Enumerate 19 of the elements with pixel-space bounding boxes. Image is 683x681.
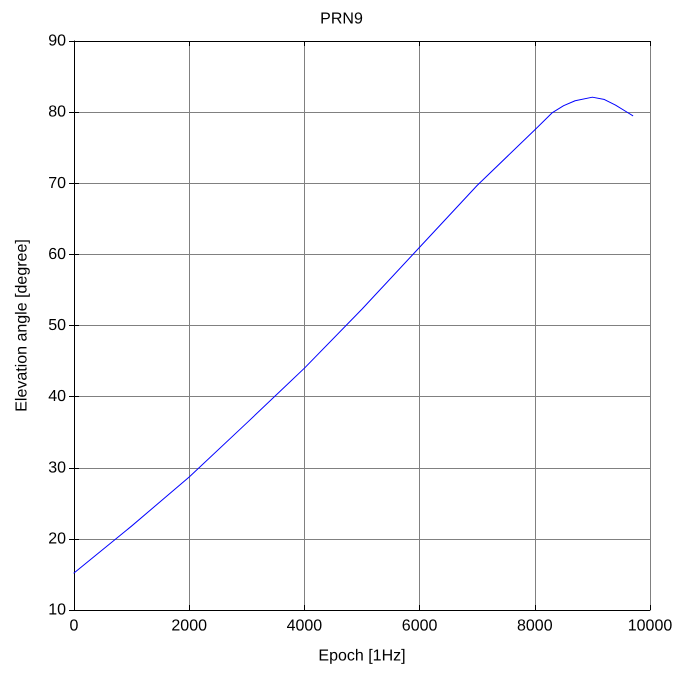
y-tick-label: 50	[48, 317, 66, 334]
x-tick-label: 2000	[171, 618, 208, 634]
x-tick-label: 8000	[517, 618, 553, 634]
x-tick-label: 10000	[628, 618, 672, 634]
x-axis-title: Epoch [1Hz]	[318, 648, 406, 664]
y-tick-label: 20	[48, 530, 66, 548]
x-tick-label: 4000	[286, 618, 322, 634]
y-tick-label: 10	[48, 602, 66, 618]
y-tick-label: 70	[48, 174, 66, 192]
line-series	[74, 96, 634, 574]
y-axis-title: Elevation angle [degree]	[14, 239, 30, 412]
y-tick-label: 60	[48, 246, 66, 263]
y-tick-label: 80	[48, 104, 66, 121]
y-tick-label: 40	[48, 388, 66, 406]
chart-title: PRN9	[320, 10, 363, 28]
x-tick-label: 0	[70, 618, 79, 634]
y-tick-label: 30	[48, 459, 66, 476]
x-tick-label: 6000	[402, 618, 438, 634]
y-tick-label: 90	[48, 32, 66, 50]
